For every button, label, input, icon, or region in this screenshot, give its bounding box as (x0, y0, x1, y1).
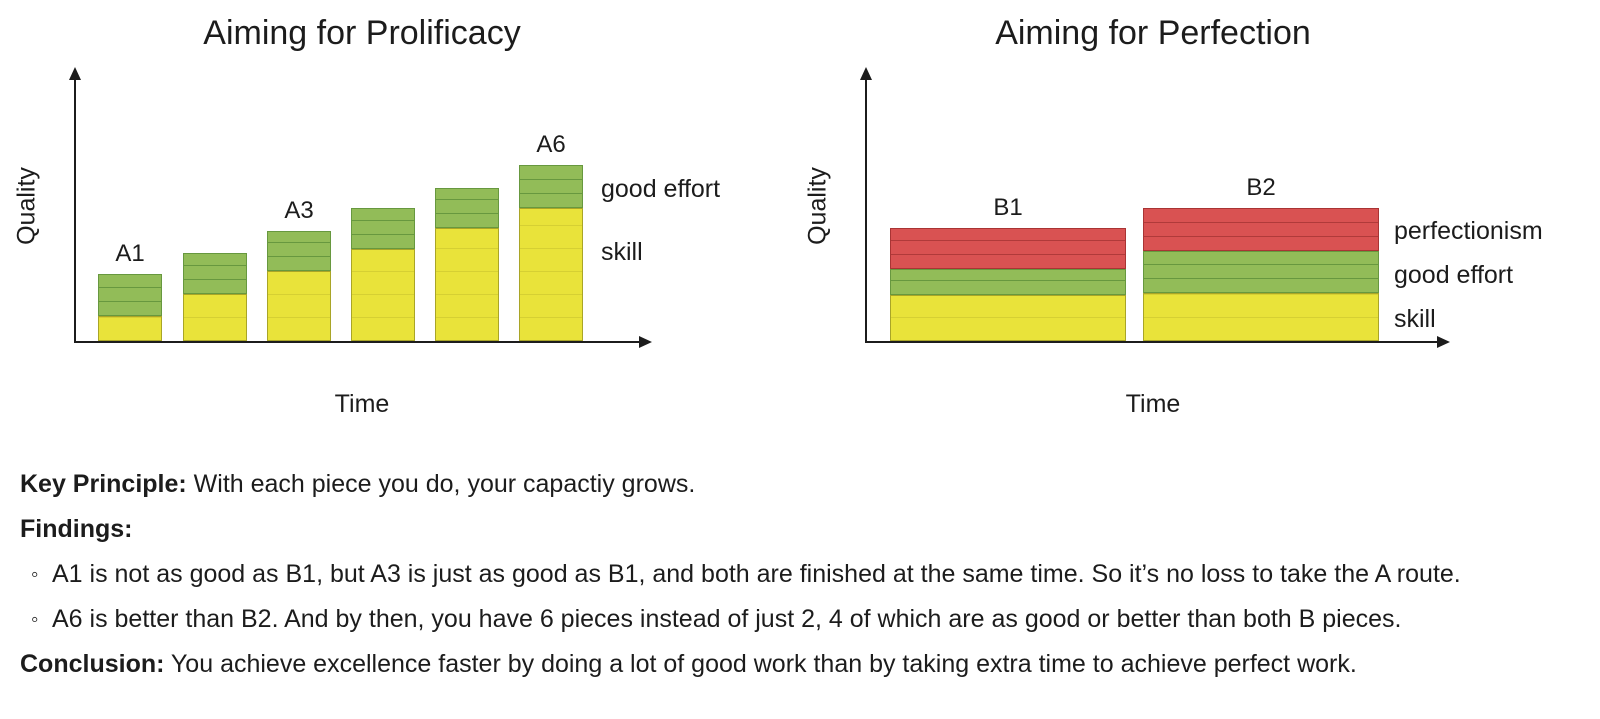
finding-text: A6 is better than B2. And by then, you h… (52, 605, 1402, 633)
segment-perfectionism (890, 228, 1126, 269)
segment-skill (351, 249, 415, 341)
bar-A1 (98, 274, 162, 341)
chart-title: Aiming for Perfection (995, 14, 1311, 52)
bar-label-B2: B2 (1246, 174, 1276, 201)
x-axis-label: Time (1125, 390, 1181, 418)
segment-skill (890, 295, 1126, 341)
segment-good_effort (267, 231, 331, 271)
x-axis (74, 341, 640, 343)
segment-good_effort (183, 253, 247, 294)
bar-label-A1: A1 (115, 240, 145, 267)
legend-perfectionism: perfectionism (1394, 217, 1543, 245)
y-axis-arrow-icon (860, 67, 872, 80)
segment-good_effort (351, 208, 415, 249)
segment-skill (435, 228, 499, 341)
x-axis (865, 341, 1438, 343)
finding-text: A1 is not as good as B1, but A3 is just … (52, 560, 1461, 588)
segment-good_effort (890, 269, 1126, 295)
bar-label-A3: A3 (284, 197, 314, 224)
legend-good-effort: good effort (1394, 261, 1514, 289)
bar-A2 (183, 253, 247, 341)
y-axis-arrow-icon (69, 67, 81, 80)
finding-item: ◦ A1 is not as good as B1, but A3 is just… (20, 558, 1580, 590)
bar-B1 (890, 228, 1126, 341)
notes-section: Key Principle: With each piece you do, y… (20, 468, 1580, 693)
conclusion-line: Conclusion: You achieve excellence faste… (20, 648, 1580, 680)
conclusion-label: Conclusion: (20, 650, 165, 678)
bar-label-A6: A6 (536, 131, 566, 158)
x-axis-label: Time (334, 390, 390, 418)
legend-skill: skill (1394, 305, 1436, 333)
segment-good_effort (98, 274, 162, 316)
key-principle-text: With each piece you do, your capactiy gr… (186, 470, 696, 498)
segment-skill (267, 271, 331, 341)
findings-line: Findings: (20, 513, 1580, 545)
segment-good_effort (435, 188, 499, 228)
segment-skill (1143, 293, 1379, 341)
bar-A4 (351, 208, 415, 341)
bar-A6 (519, 165, 583, 341)
conclusion-text: You achieve excellence faster by doing a… (164, 650, 1357, 678)
x-axis-arrow-icon (639, 336, 652, 348)
legend-skill: skill (601, 238, 643, 266)
y-axis-label: Quality (803, 167, 832, 245)
segment-good_effort (1143, 251, 1379, 293)
segment-skill (98, 316, 162, 341)
y-axis (865, 80, 867, 341)
bullet-icon: ◦ (31, 608, 39, 631)
finding-item: ◦ A6 is better than B2. And by then, you … (20, 603, 1580, 635)
key-principle-line: Key Principle: With each piece you do, y… (20, 468, 1580, 500)
segment-perfectionism (1143, 208, 1379, 251)
y-axis-label: Quality (12, 167, 41, 245)
findings-label: Findings: (20, 515, 133, 543)
bar-label-B1: B1 (993, 194, 1023, 221)
y-axis (74, 80, 76, 341)
bar-B2 (1143, 208, 1379, 341)
segment-good_effort (519, 165, 583, 208)
segment-skill (183, 294, 247, 341)
chart-title: Aiming for Prolificacy (203, 14, 521, 52)
key-principle-label: Key Principle: (20, 470, 187, 498)
bar-A5 (435, 188, 499, 341)
legend-good-effort: good effort (601, 175, 721, 203)
bar-A3 (267, 231, 331, 341)
bullet-icon: ◦ (31, 563, 39, 586)
segment-skill (519, 208, 583, 341)
x-axis-arrow-icon (1437, 336, 1450, 348)
